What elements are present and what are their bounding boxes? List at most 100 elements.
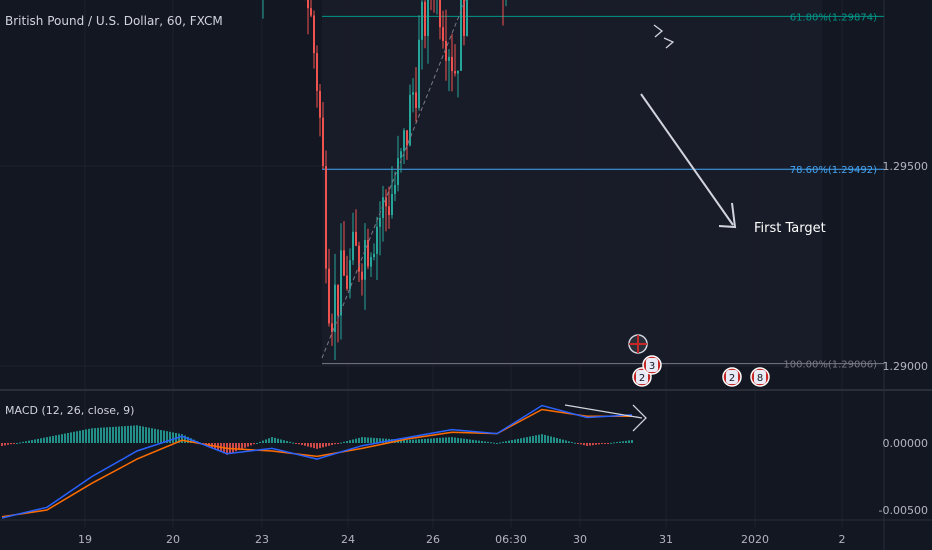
target-arrow-line[interactable] [640,93,734,226]
time-axis-tick: 24 [341,533,355,546]
macd-histogram-bar [292,442,294,444]
candle-body [310,8,312,16]
macd-histogram-bar [574,442,576,444]
macd-histogram-bar [439,437,441,443]
macd-histogram-bar [490,442,492,444]
macd-histogram-bar [55,435,57,443]
candle-body [340,250,342,316]
badge-count-bg [754,370,766,384]
macd-histogram-bar [232,443,234,453]
event-badge-count: 3 [649,361,655,372]
candle-body [388,206,390,216]
candle-body [331,323,333,333]
macd-histogram-bar [136,425,138,443]
macd-histogram-bar [85,429,87,443]
macd-histogram-bar [475,440,477,443]
macd-histogram-bar [235,443,237,452]
macd-histogram-bar [49,436,51,443]
drawings[interactable]: First Target [321,0,826,359]
macd-line [1,404,633,519]
macd-histogram-bar [19,442,21,444]
candle-body [421,1,423,40]
macd-pane[interactable]: MACD (12, 26, close, 9) 0.00000 -0.00500 [1,404,928,519]
time-axis-tick: 2 [839,533,846,546]
macd-histogram-bar [259,441,261,443]
candle-body [442,27,444,41]
fib-zone-shade [322,0,822,364]
time-axis[interactable]: 19 20 23 24 26 06:30 30 31 2020 2 [78,533,846,546]
macd-histogram-bar [361,437,363,443]
time-axis-tick: 2020 [741,533,769,546]
dashed-trend-line[interactable] [321,0,668,359]
macd-histogram-bar [589,443,591,446]
time-axis-tick: 19 [78,533,92,546]
price-axis[interactable]: 1.315001.305001.295001.290001.313881.312… [841,0,932,373]
candle-body [313,15,315,54]
macd-histogram-bar [355,438,357,443]
macd-histogram-bar [541,434,543,443]
macd-histogram-bar [190,438,192,443]
fibonacci-retracement[interactable]: 0.00%(1.31388)23.60%(1.30743)38.20%(1.30… [322,0,884,371]
macd-histogram-bar [568,441,570,443]
macd-histogram-bar [103,427,105,443]
macd-histogram-bar [157,429,159,443]
macd-histogram-bar [433,438,435,443]
macd-histogram-bar [571,442,573,444]
macd-histogram-bar [280,439,282,443]
macd-divergence-line[interactable] [564,404,643,419]
event-badge-count: 8 [757,373,763,384]
macd-histogram-bar [457,437,459,443]
macd-histogram-bar [253,443,255,445]
candle-body [346,275,348,289]
macd-histogram-bar [376,438,378,443]
macd-histogram-bar [520,438,522,443]
macd-histogram-bar [121,426,123,443]
candle-body [466,0,468,36]
macd-histogram-bar [313,443,315,449]
macd-histogram-bar [187,436,189,443]
macd-histogram-bar [556,438,558,443]
candle-body [460,0,462,71]
candle-body [400,151,402,159]
candle-body [364,240,366,280]
macd-histogram-bar [16,443,18,444]
candle-body [334,284,336,333]
macd-histogram-bar [295,443,297,444]
macd-histogram-bar [148,427,150,443]
candle-body [379,217,381,227]
macd-histogram-bar [265,439,267,443]
time-axis-tick: 30 [573,533,587,546]
macd-histogram-bar [250,443,252,446]
event-badges[interactable]: 232 8 [628,334,770,387]
macd-axis-tick: -0.00500 [879,504,928,517]
macd-histogram-bar [31,440,33,443]
macd-histogram-bar [46,437,48,443]
macd-histogram-bar [262,440,264,443]
macd-histogram-bar [325,443,327,447]
macd-histogram-bar [271,437,273,443]
macd-histogram-bar [508,440,510,443]
candle-body [367,240,369,267]
macd-histogram-bar [268,438,270,443]
macd-histogram-bar [538,434,540,443]
candle-body [322,117,324,167]
macd-histogram-bar [478,440,480,443]
macd-histogram-bar [460,438,462,443]
macd-histogram-bar [523,437,525,443]
macd-histogram-bar [244,443,246,448]
macd-histogram-bar [307,443,309,447]
macd-histogram-bar [628,440,630,443]
candle-body [415,92,417,108]
macd-histogram-bar [373,437,375,443]
macd-histogram-bar [505,441,507,443]
macd-histogram-bar [487,441,489,443]
macd-histogram-bar [592,443,594,446]
macd-histogram-bar [625,440,627,443]
macd-histogram-bar [25,441,27,443]
candle-body [337,284,339,316]
candle-body [361,271,363,280]
macd-histogram-bar [97,427,99,443]
macd-histogram-bar [400,439,402,443]
